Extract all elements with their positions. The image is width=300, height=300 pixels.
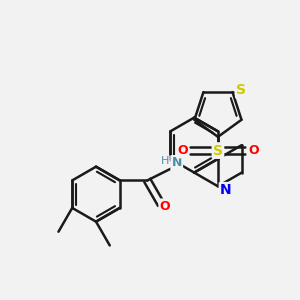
Text: H: H bbox=[161, 156, 169, 166]
Text: O: O bbox=[177, 144, 188, 157]
Text: S: S bbox=[236, 83, 246, 97]
Text: N: N bbox=[172, 156, 182, 169]
Text: O: O bbox=[248, 144, 259, 157]
Text: S: S bbox=[213, 144, 223, 158]
Text: O: O bbox=[160, 200, 170, 213]
Text: N: N bbox=[220, 183, 232, 197]
